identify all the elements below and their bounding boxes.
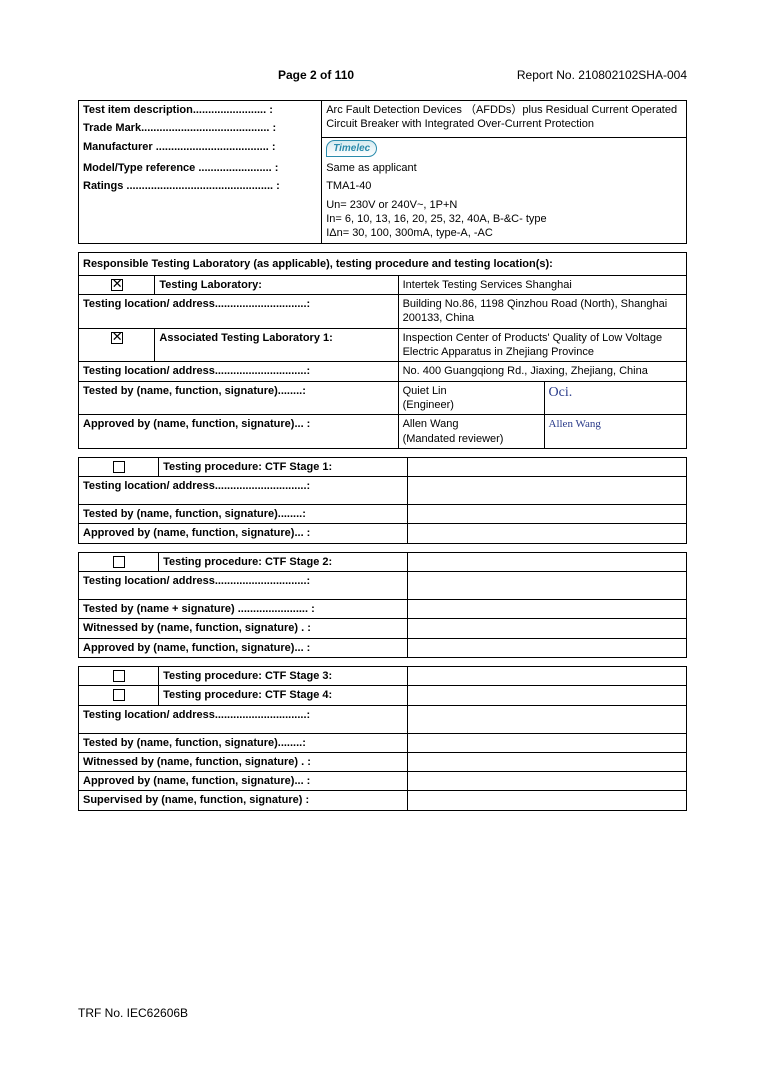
checkbox-icon [113, 461, 125, 473]
timelec-logo: Timelec [326, 140, 377, 157]
model-label: Model/Type reference ...................… [79, 159, 322, 177]
checkbox-icon [113, 670, 125, 682]
testing-lab-value: Intertek Testing Services Shanghai [398, 275, 686, 294]
responsible-lab-heading: Responsible Testing Laboratory (as appli… [79, 252, 687, 275]
ratings-label: Ratings ................................… [79, 177, 322, 195]
approved-by-label: Approved by (name, function, signature).… [79, 415, 399, 449]
assoc-lab-checkbox [79, 328, 155, 362]
ctf3-label: Testing procedure: CTF Stage 3: [159, 666, 408, 685]
ctf2-label: Testing procedure: CTF Stage 2: [159, 552, 408, 571]
checkbox-icon [113, 556, 125, 568]
test-item-desc-value: Arc Fault Detection Devices （AFDDs）plus … [322, 101, 687, 138]
section2-table: Testing procedure: CTF Stage 1: Testing … [78, 457, 687, 544]
testing-loc2-value: No. 400 Guangqiong Rd., Jiaxing, Zhejian… [398, 362, 686, 381]
ctf34-witnessed-label: Witnessed by (name, function, signature)… [79, 752, 408, 771]
section4-table: Testing procedure: CTF Stage 3: Testing … [78, 666, 687, 811]
approved-by-signature: Allen Wang [544, 415, 687, 449]
testing-loc1-label: Testing location/ address...............… [79, 295, 399, 329]
ctf34-approved-label: Approved by (name, function, signature).… [79, 772, 408, 791]
checkbox-icon [111, 279, 123, 291]
section1-table: Responsible Testing Laboratory (as appli… [78, 252, 687, 449]
section3-table: Testing procedure: CTF Stage 2: Testing … [78, 552, 687, 658]
tested-by-signature: Oci. [544, 381, 687, 415]
trademark-label: Trade Mark..............................… [79, 119, 322, 137]
testing-lab-checkbox [79, 275, 155, 294]
testing-loc2-label: Testing location/ address...............… [79, 362, 399, 381]
ctf4-label: Testing procedure: CTF Stage 4: [159, 686, 408, 705]
test-item-desc-label: Test item description...................… [79, 101, 322, 120]
ratings-value: Un= 230V or 240V~, 1P+N In= 6, 10, 13, 1… [322, 196, 687, 243]
ctf1-loc-label: Testing location/ address...............… [79, 477, 408, 505]
document-body: Test item description...................… [0, 82, 765, 811]
page-number: Page 2 of 110 [278, 68, 354, 82]
ctf34-loc-label: Testing location/ address...............… [79, 705, 408, 733]
ctf3-checkbox [79, 666, 159, 685]
manufacturer-value: Same as applicant [322, 159, 687, 177]
ctf1-checkbox [79, 457, 159, 476]
assoc-lab-label: Associated Testing Laboratory 1: [155, 328, 398, 362]
ctf2-approved-label: Approved by (name, function, signature).… [79, 638, 408, 657]
assoc-lab-value: Inspection Center of Products' Quality o… [398, 328, 686, 362]
checkbox-icon [113, 689, 125, 701]
manufacturer-label: Manufacturer ...........................… [79, 138, 322, 160]
report-number: Report No. 210802102SHA-004 [517, 68, 687, 82]
ctf4-checkbox [79, 686, 159, 705]
ctf34-supervised-label: Supervised by (name, function, signature… [79, 791, 408, 810]
footer-trf: TRF No. IEC62606B [78, 1006, 188, 1020]
model-value: TMA1-40 [322, 177, 687, 195]
testing-lab-label: Testing Laboratory: [155, 275, 398, 294]
ctf34-tested-label: Tested by (name, function, signature)...… [79, 733, 408, 752]
ctf1-label: Testing procedure: CTF Stage 1: [159, 457, 408, 476]
ctf2-checkbox [79, 552, 159, 571]
ctf2-loc-label: Testing location/ address...............… [79, 572, 408, 600]
ctf1-approved-label: Approved by (name, function, signature).… [79, 524, 408, 543]
page-header: Page 2 of 110 Report No. 210802102SHA-00… [0, 0, 765, 82]
tested-by-label: Tested by (name, function, signature)...… [79, 381, 399, 415]
ctf2-witnessed-label: Witnessed by (name, function, signature)… [79, 619, 408, 638]
top-table: Test item description...................… [78, 100, 687, 244]
tested-by-name: Quiet Lin(Engineer) [398, 381, 544, 415]
ctf2-tested-label: Tested by (name + signature) ...........… [79, 600, 408, 619]
checkbox-icon [111, 332, 123, 344]
approved-by-name: Allen Wang(Mandated reviewer) [398, 415, 544, 449]
trademark-logo: Timelec [322, 138, 687, 160]
testing-loc1-value: Building No.86, 1198 Qinzhou Road (North… [398, 295, 686, 329]
ctf1-tested-label: Tested by (name, function, signature)...… [79, 505, 408, 524]
